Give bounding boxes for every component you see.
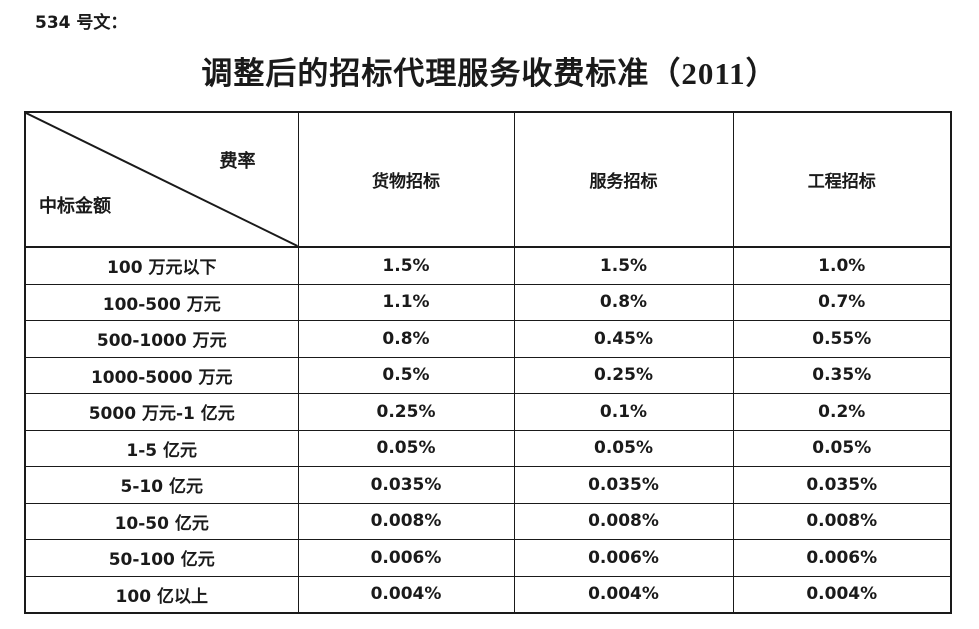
rate-cell: 0.2%: [732, 393, 952, 431]
rate-cell: 0.004%: [297, 575, 515, 614]
rate-cell: 0.008%: [732, 502, 952, 540]
fee-rate-table: 费率 中标金额 货物招标 服务招标 工程招标 100 万元以下 1.5% 1.5…: [24, 111, 952, 614]
rate-cell: 1.0%: [732, 246, 952, 285]
table-row: 1-5 亿元 0.05% 0.05% 0.05%: [24, 429, 952, 467]
rate-cell: 0.25%: [297, 393, 515, 431]
row-label: 5-10 亿元: [24, 466, 299, 504]
rate-cell: 0.35%: [732, 356, 952, 394]
table-row: 100 万元以下 1.5% 1.5% 1.0%: [24, 246, 952, 285]
row-label: 100-500 万元: [24, 283, 299, 321]
rate-cell: 0.008%: [297, 502, 515, 540]
document-number-label: 534 号文：: [35, 13, 128, 33]
table-row: 50-100 亿元 0.006% 0.006% 0.006%: [24, 539, 952, 577]
row-label: 100 万元以下: [24, 246, 299, 285]
diagonal-corner-cell: 费率 中标金额: [24, 111, 299, 248]
table-row: 5000 万元-1 亿元 0.25% 0.1% 0.2%: [24, 393, 952, 431]
table-row: 100 亿以上 0.004% 0.004% 0.004%: [24, 575, 952, 614]
rate-cell: 1.5%: [513, 246, 734, 285]
row-label: 1-5 亿元: [24, 429, 299, 467]
rate-cell: 0.004%: [513, 575, 734, 614]
rate-cell: 0.004%: [732, 575, 952, 614]
table-row: 100-500 万元 1.1% 0.8% 0.7%: [24, 283, 952, 321]
row-label: 50-100 亿元: [24, 539, 299, 577]
diagonal-divider-line: [26, 113, 298, 246]
row-label: 100 亿以上: [24, 575, 299, 614]
rate-cell: 0.1%: [513, 393, 734, 431]
rate-cell: 1.5%: [297, 246, 515, 285]
rate-cell: 0.006%: [513, 539, 734, 577]
corner-label-rate: 费率: [219, 151, 256, 172]
rate-cell: 0.05%: [513, 429, 734, 467]
column-header-goods-bidding: 货物招标: [297, 111, 515, 248]
column-header-service-bidding: 服务招标: [513, 111, 734, 248]
row-label: 10-50 亿元: [24, 502, 299, 540]
rate-cell: 0.035%: [297, 466, 515, 504]
rate-cell: 0.008%: [513, 502, 734, 540]
rate-cell: 0.035%: [732, 466, 952, 504]
rate-cell: 0.55%: [732, 320, 952, 358]
page-title: 调整后的招标代理服务收费标准（2011）: [201, 56, 778, 91]
table-row: 500-1000 万元 0.8% 0.45% 0.55%: [24, 320, 952, 358]
table-row: 10-50 亿元 0.008% 0.008% 0.008%: [24, 502, 952, 540]
rate-cell: 0.006%: [297, 539, 515, 577]
rate-cell: 0.05%: [732, 429, 952, 467]
rate-cell: 0.006%: [732, 539, 952, 577]
rate-cell: 0.8%: [297, 320, 515, 358]
rate-cell: 0.5%: [297, 356, 515, 394]
rate-cell: 0.8%: [513, 283, 734, 321]
column-header-engineering-bidding: 工程招标: [732, 111, 952, 248]
rate-cell: 0.035%: [513, 466, 734, 504]
rate-cell: 0.7%: [732, 283, 952, 321]
corner-label-bid-amount: 中标金额: [39, 196, 111, 217]
rate-cell: 0.25%: [513, 356, 734, 394]
table-header-row: 费率 中标金额 货物招标 服务招标 工程招标: [24, 111, 952, 248]
table-row: 5-10 亿元 0.035% 0.035% 0.035%: [24, 466, 952, 504]
row-label: 1000-5000 万元: [24, 356, 299, 394]
rate-cell: 0.05%: [297, 429, 515, 467]
table-row: 1000-5000 万元 0.5% 0.25% 0.35%: [24, 356, 952, 394]
row-label: 500-1000 万元: [24, 320, 299, 358]
row-label: 5000 万元-1 亿元: [24, 393, 299, 431]
rate-cell: 1.1%: [297, 283, 515, 321]
rate-cell: 0.45%: [513, 320, 734, 358]
